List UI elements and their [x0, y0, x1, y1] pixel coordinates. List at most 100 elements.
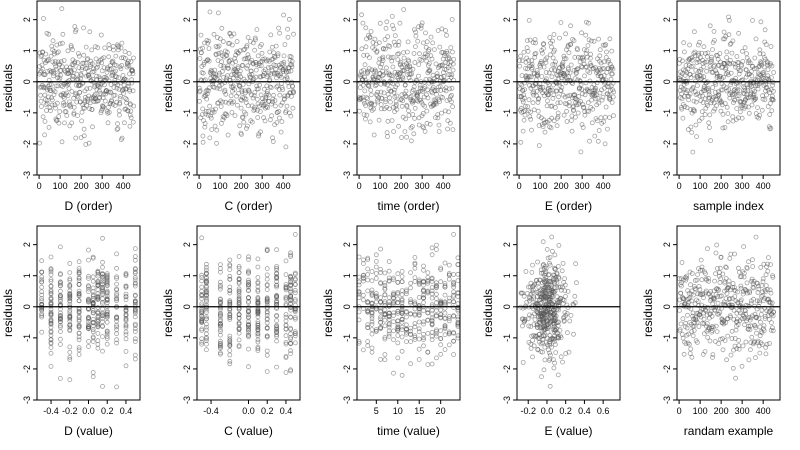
data-point [547, 383, 553, 389]
data-point [378, 64, 383, 70]
data-point [416, 346, 422, 352]
data-point [382, 317, 388, 323]
data-point [86, 289, 91, 294]
data-point [549, 234, 555, 240]
data-point [609, 64, 615, 70]
data-point [425, 330, 431, 336]
data-point [552, 47, 557, 53]
data-point [216, 51, 222, 56]
data-point [769, 63, 775, 69]
data-point [689, 271, 695, 276]
data-point [535, 346, 541, 352]
data-point [253, 60, 259, 65]
data-point [127, 112, 133, 118]
data-point [236, 312, 242, 318]
data-point [412, 44, 418, 49]
data-point [429, 321, 435, 327]
data-point [683, 63, 689, 68]
data-point [373, 299, 379, 305]
data-point [266, 58, 272, 64]
data-point [556, 274, 562, 280]
data-point [420, 40, 426, 46]
data-point [707, 291, 712, 297]
data-point [244, 43, 250, 48]
data-point [710, 352, 716, 358]
data-point [732, 294, 738, 299]
data-point [705, 103, 710, 108]
x-tick-label: 100 [53, 181, 68, 191]
data-point [704, 59, 710, 65]
data-point [603, 104, 609, 110]
data-point [84, 102, 89, 108]
data-point [692, 53, 698, 59]
data-point [736, 30, 741, 36]
data-point [455, 255, 461, 261]
data-point [39, 329, 45, 335]
data-point [758, 264, 764, 270]
data-point [440, 95, 446, 100]
data-point [267, 117, 273, 123]
data-point [128, 59, 134, 65]
data-point [572, 293, 578, 299]
data-point [762, 313, 768, 319]
data-point [697, 55, 703, 60]
data-point [442, 292, 448, 298]
data-point [291, 89, 297, 95]
data-point [209, 127, 215, 133]
data-point [595, 95, 601, 101]
data-point [260, 56, 266, 62]
data-point [598, 115, 604, 121]
data-point [208, 115, 214, 121]
data-point [100, 279, 105, 285]
data-point [203, 305, 209, 311]
data-point [292, 296, 298, 302]
data-point [241, 119, 247, 125]
data-point [391, 26, 397, 32]
data-point [695, 291, 701, 297]
data-point [740, 59, 746, 64]
data-point [68, 104, 74, 110]
data-point [701, 331, 707, 337]
data-point [95, 316, 101, 322]
data-point [274, 328, 280, 334]
data-point [240, 82, 246, 87]
data-point [531, 89, 537, 95]
data-point [576, 93, 582, 99]
data-point [439, 62, 445, 68]
data-point [48, 88, 54, 93]
data-point [408, 280, 414, 286]
data-point [750, 257, 755, 263]
data-point [549, 314, 555, 320]
data-point [589, 38, 594, 44]
data-point [572, 76, 578, 81]
data-point [40, 49, 46, 55]
data-point [439, 110, 444, 116]
data-point [252, 37, 258, 43]
data-point [90, 374, 96, 380]
data-point [695, 272, 700, 278]
data-point [292, 315, 298, 320]
data-point [530, 100, 536, 106]
y-axis-label: residuals [481, 64, 495, 112]
data-point [279, 100, 285, 106]
data-point [447, 120, 453, 126]
data-point [412, 254, 418, 260]
y-axis-label: residuals [481, 289, 495, 337]
data-point [279, 119, 285, 124]
data-point [561, 112, 567, 118]
data-point [85, 56, 91, 61]
data-point [445, 118, 451, 124]
data-point [399, 298, 405, 303]
data-point [72, 59, 78, 65]
data-point [255, 346, 261, 352]
data-point [199, 308, 205, 314]
data-point [424, 108, 430, 114]
data-point [725, 119, 731, 125]
x-axis-label: sample index [693, 199, 764, 213]
data-point [562, 309, 568, 315]
data-point [42, 132, 47, 138]
data-point [578, 82, 584, 87]
data-point [433, 101, 439, 107]
data-point [766, 296, 771, 302]
